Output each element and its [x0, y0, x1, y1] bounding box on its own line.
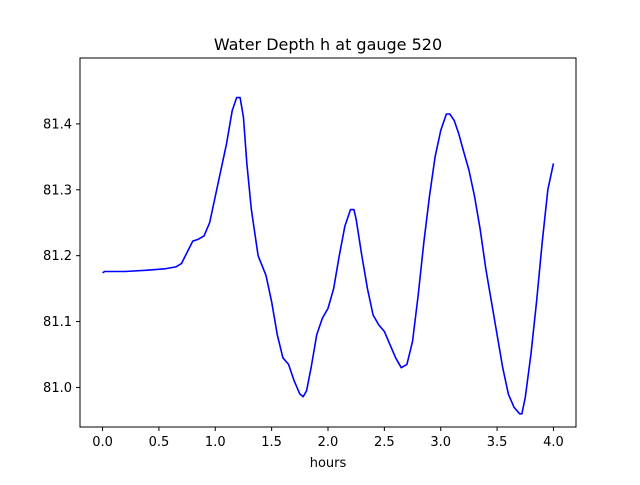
y-tick-label: 81.1 [43, 315, 72, 330]
x-tick-label: 0.0 [92, 435, 113, 450]
x-tick-label: 1.0 [205, 435, 226, 450]
series-line-0 [102, 96, 555, 415]
plot-area [102, 96, 555, 415]
x-tick-label: 2.5 [374, 435, 395, 450]
y-tick-label: 81.3 [43, 183, 72, 198]
axes: 0.0 0.5 1.0 1.5 2.0 2.5 3.0 3.5 4.0 81.0 81.1 81.2 8… [43, 57, 577, 450]
x-tick-label: 4.0 [543, 435, 564, 450]
x-tick-label: 2.0 [318, 435, 339, 450]
x-tick-label: 1.5 [261, 435, 282, 450]
x-axis-label: hours [310, 456, 347, 471]
y-tick-label: 81.4 [43, 117, 72, 132]
x-tick-label: 3.0 [430, 435, 451, 450]
y-tick-label: 81.2 [43, 249, 72, 264]
x-tick-label: 3.5 [487, 435, 508, 450]
y-tick-label: 81.0 [43, 381, 72, 396]
chart-title: Water Depth h at gauge 520 [214, 35, 442, 54]
x-tick-label: 0.5 [149, 435, 170, 450]
